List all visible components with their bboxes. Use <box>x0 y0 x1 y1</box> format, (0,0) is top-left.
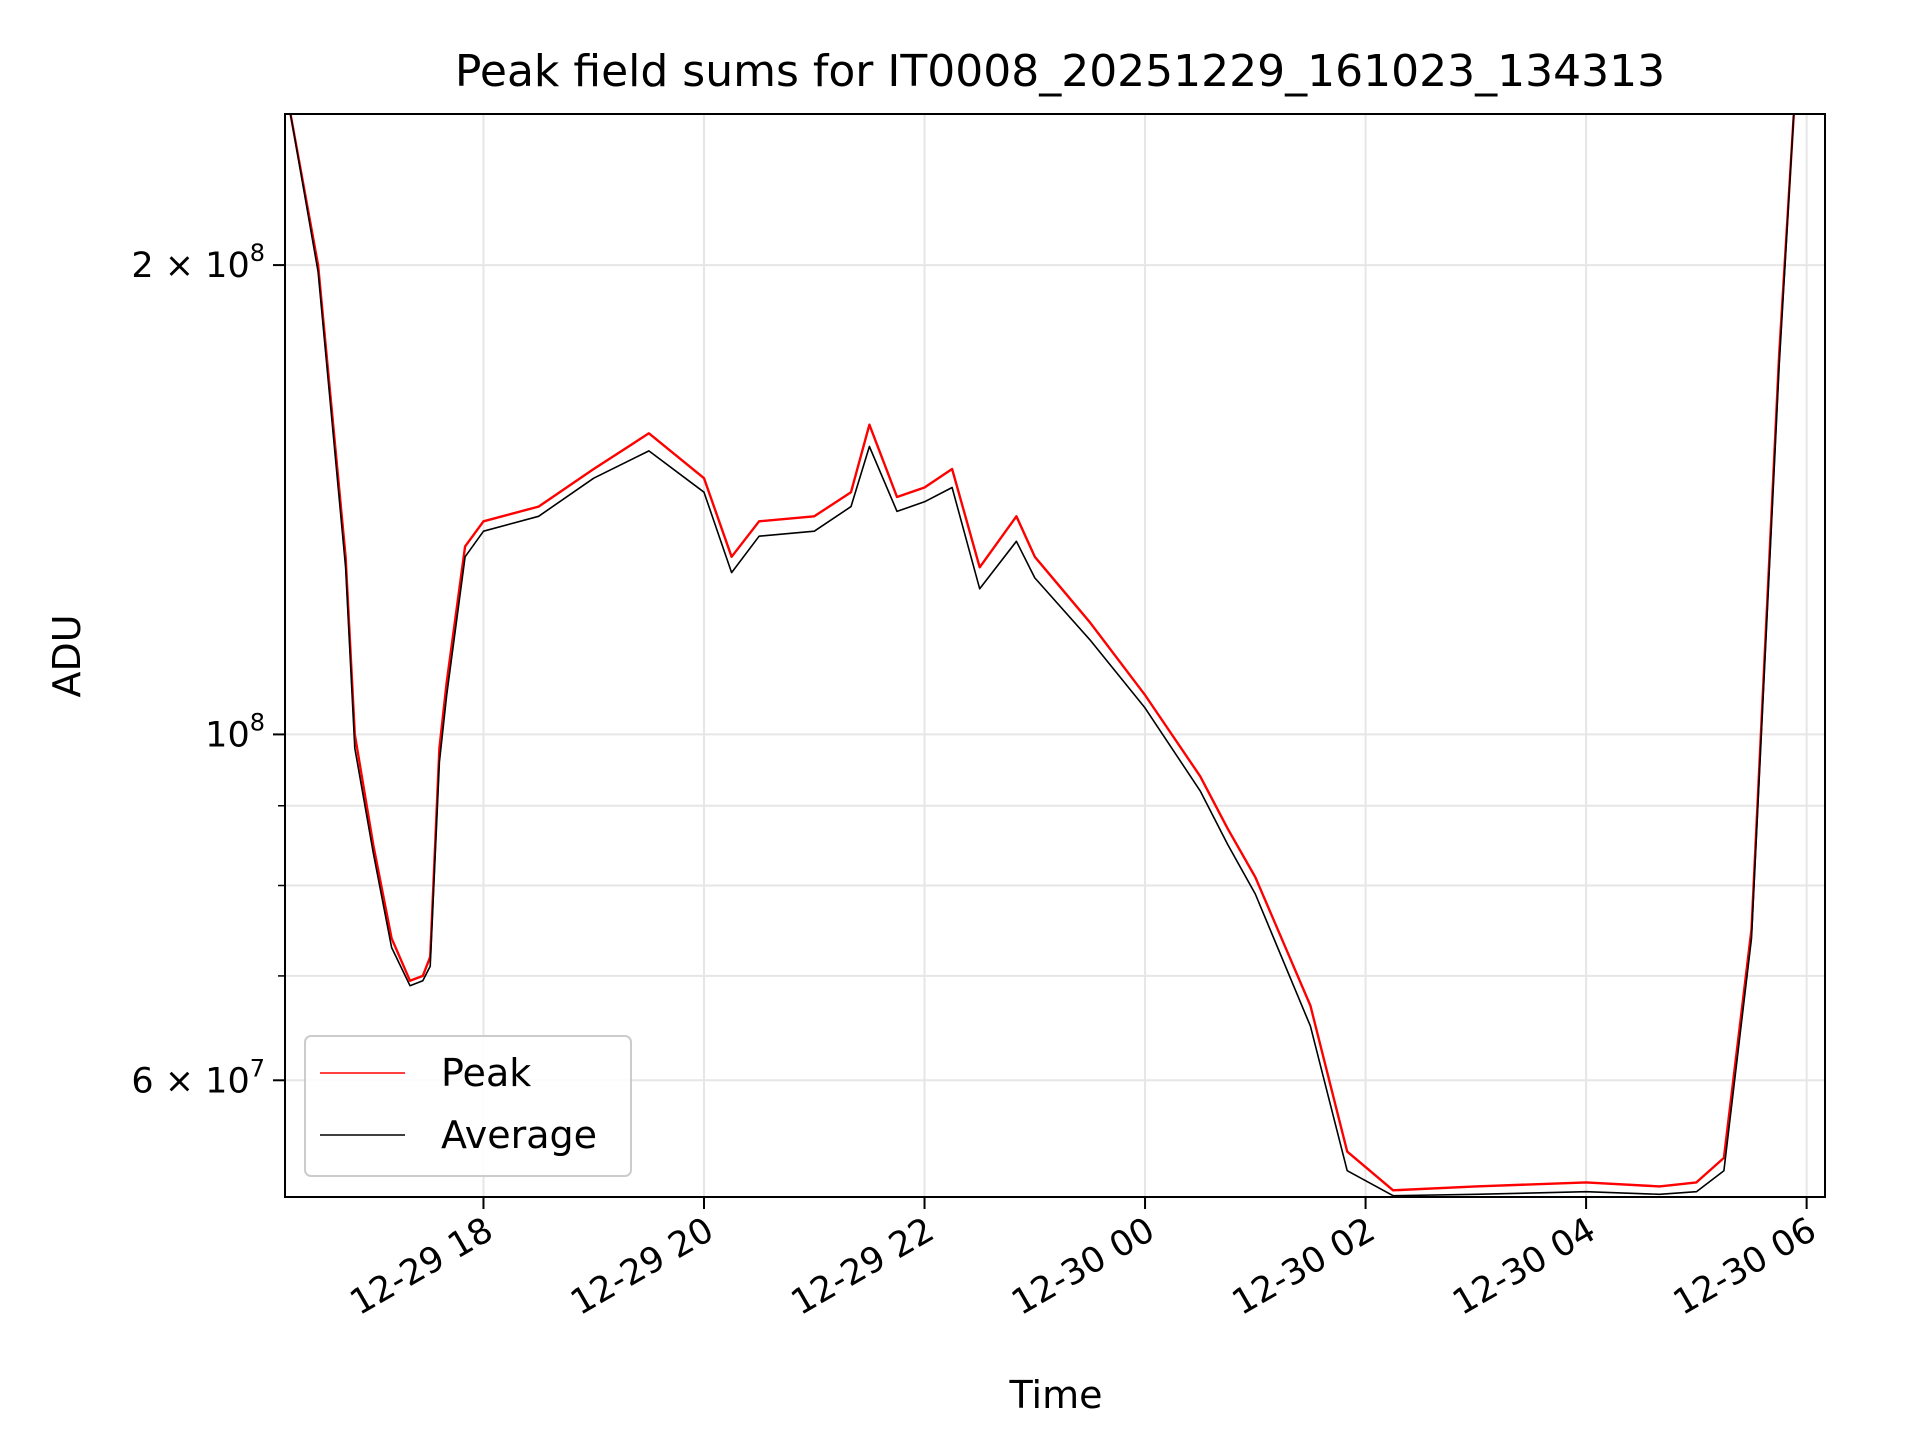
plot-frame <box>284 113 1826 1198</box>
y-axis-label: ADU <box>45 614 89 697</box>
plot-series <box>289 114 1795 1197</box>
y-tick-label: 2 × 108 <box>131 239 265 286</box>
series-line-peak <box>289 114 1795 1192</box>
legend-box <box>304 1035 632 1177</box>
legend-label-peak: Peak <box>441 1051 531 1095</box>
y-tick-label: 6 × 107 <box>131 1054 265 1101</box>
legend-label-average: Average <box>441 1113 597 1157</box>
y-tick-label: 108 <box>205 708 265 755</box>
grid <box>285 114 1825 1197</box>
y-axis-ticks: 2 × 108 108 6 × 107 <box>131 239 285 1101</box>
x-axis-label: Time <box>1009 1373 1103 1417</box>
chart-title: Peak field sums for IT0008_20251229_1610… <box>455 46 1665 97</box>
series-line-average <box>289 114 1795 1197</box>
legend: Peak Average <box>304 1035 632 1177</box>
